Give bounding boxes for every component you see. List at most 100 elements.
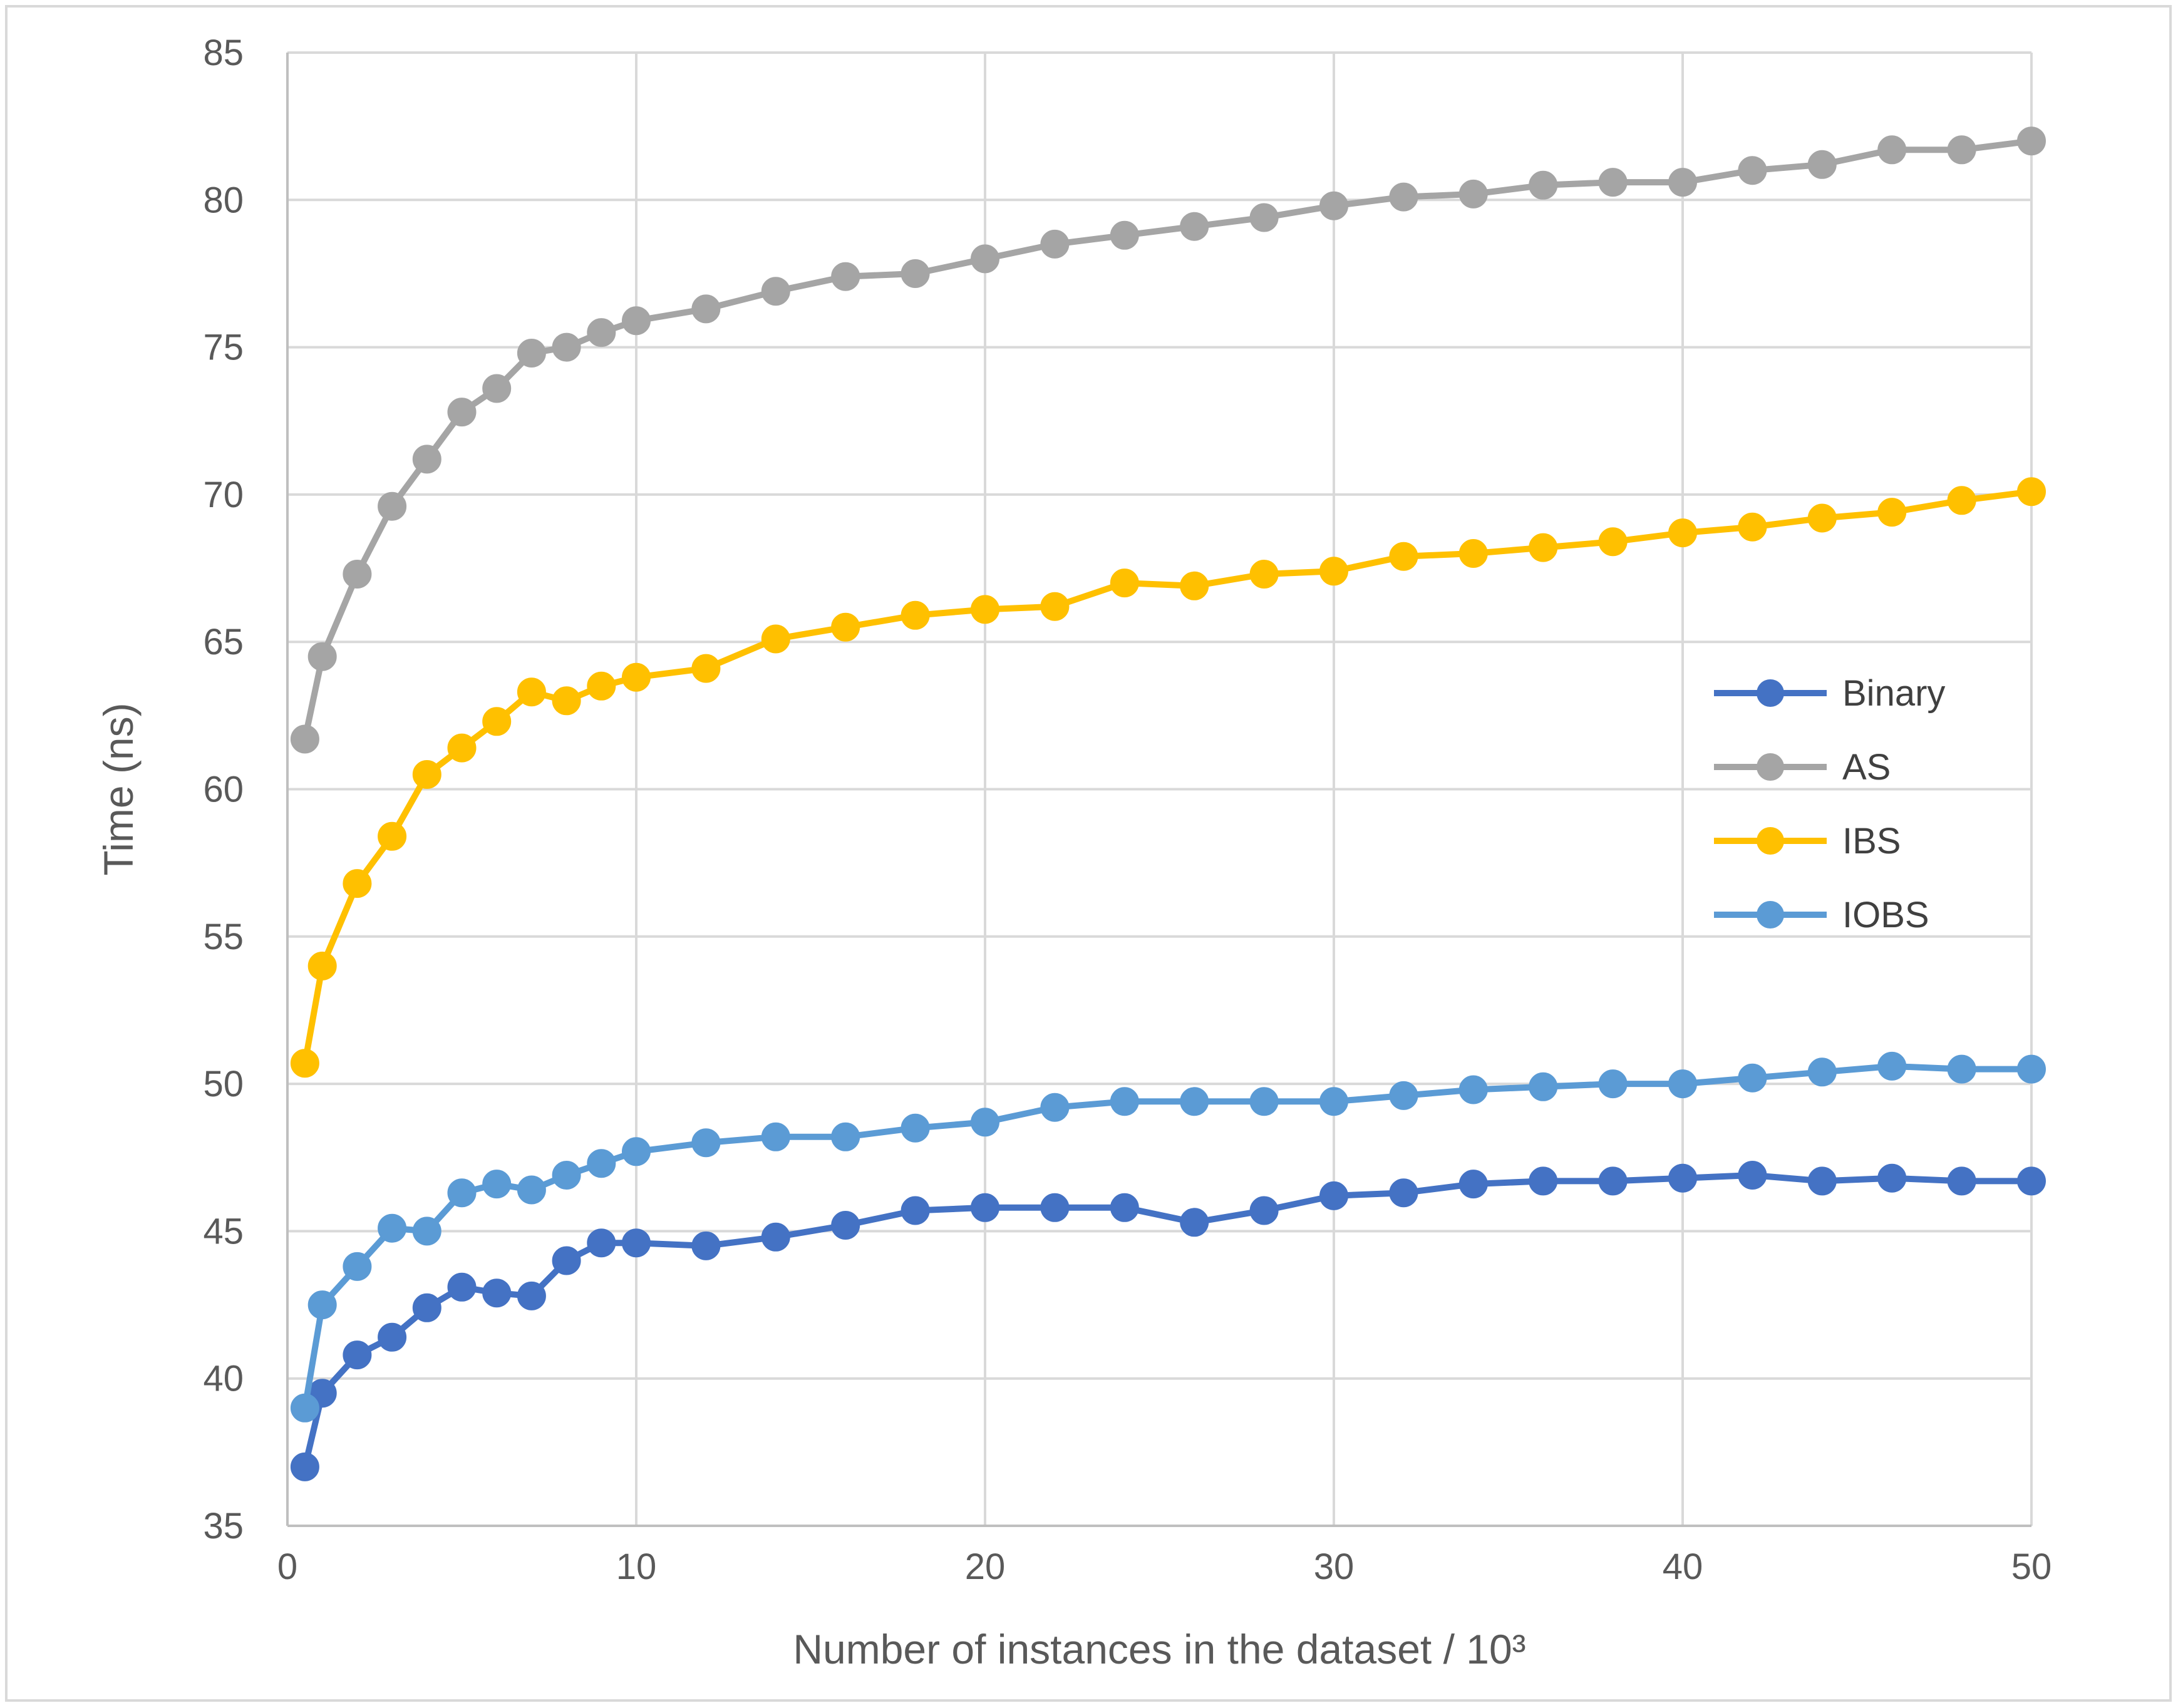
data-point-as-23 xyxy=(1529,170,1558,200)
data-point-ibs-8 xyxy=(552,686,581,716)
data-point-as-27 xyxy=(1807,150,1837,179)
data-point-ibs-13 xyxy=(831,612,860,642)
legend-label-as: AS xyxy=(1842,747,1891,788)
data-point-binary-8 xyxy=(552,1246,581,1275)
data-point-ibs-19 xyxy=(1249,560,1279,589)
data-point-ibs-5 xyxy=(447,733,477,763)
y-tick-label-40: 40 xyxy=(203,1359,244,1399)
data-point-iobs-10 xyxy=(622,1137,651,1166)
data-point-as-17 xyxy=(1110,220,1139,250)
data-point-iobs-20 xyxy=(1319,1087,1348,1116)
x-tick-label-40: 40 xyxy=(1663,1546,1703,1587)
data-point-binary-29 xyxy=(1947,1166,1976,1196)
data-point-ibs-11 xyxy=(691,654,721,683)
data-point-as-16 xyxy=(1040,229,1070,259)
data-point-ibs-17 xyxy=(1110,568,1139,598)
y-tick-label-55: 55 xyxy=(203,917,244,957)
data-point-binary-18 xyxy=(1180,1208,1209,1237)
data-point-binary-27 xyxy=(1807,1166,1837,1196)
legend-label-iobs: IOBS xyxy=(1842,895,1929,935)
data-point-iobs-17 xyxy=(1110,1087,1139,1116)
data-point-iobs-11 xyxy=(691,1128,721,1158)
data-point-iobs-12 xyxy=(761,1122,790,1151)
data-point-as-20 xyxy=(1319,191,1348,220)
data-point-ibs-2 xyxy=(343,869,372,898)
axes xyxy=(286,53,2031,1527)
data-point-as-1 xyxy=(307,642,337,671)
x-tick-label-20: 20 xyxy=(965,1546,1006,1587)
data-point-as-29 xyxy=(1947,135,1976,165)
data-point-ibs-14 xyxy=(901,600,930,630)
y-tick-label-35: 35 xyxy=(203,1506,244,1546)
data-point-binary-22 xyxy=(1458,1170,1488,1199)
x-tick-label-0: 0 xyxy=(277,1546,297,1587)
data-point-as-10 xyxy=(622,306,651,336)
data-point-iobs-13 xyxy=(831,1122,860,1151)
data-point-iobs-30 xyxy=(2017,1054,2046,1084)
data-point-ibs-7 xyxy=(517,677,546,707)
data-point-binary-19 xyxy=(1249,1196,1279,1225)
series-line-iobs xyxy=(301,1062,2035,1411)
data-point-binary-15 xyxy=(971,1193,999,1222)
series-line-as xyxy=(301,138,2035,743)
y-tick-label-45: 45 xyxy=(203,1211,244,1252)
data-point-as-28 xyxy=(1877,135,1907,165)
data-point-ibs-3 xyxy=(378,821,407,851)
data-point-iobs-25 xyxy=(1668,1069,1697,1099)
data-point-as-3 xyxy=(378,491,407,521)
x-tick-labels: 0 10 20 30 40 50 xyxy=(277,1546,2052,1587)
data-point-iobs-28 xyxy=(1877,1051,1907,1081)
legend: Binary AS IBS IOBS xyxy=(1714,673,1945,935)
data-point-binary-0 xyxy=(290,1452,319,1481)
data-point-iobs-1 xyxy=(307,1290,337,1320)
data-point-as-7 xyxy=(517,339,546,368)
data-point-as-24 xyxy=(1598,168,1628,197)
data-point-as-25 xyxy=(1668,168,1697,197)
data-point-ibs-20 xyxy=(1319,557,1348,586)
data-point-ibs-9 xyxy=(587,671,616,701)
series-iobs xyxy=(290,1051,2046,1422)
data-point-iobs-24 xyxy=(1598,1069,1628,1099)
data-point-ibs-27 xyxy=(1807,503,1837,533)
y-axis-title: Time (ns) xyxy=(95,702,142,875)
data-point-iobs-3 xyxy=(378,1213,407,1243)
series xyxy=(290,126,2046,1481)
data-point-ibs-16 xyxy=(1040,592,1070,621)
data-point-iobs-4 xyxy=(412,1217,441,1246)
legend-label-binary: Binary xyxy=(1842,673,1945,714)
data-point-binary-6 xyxy=(482,1278,512,1308)
data-point-iobs-8 xyxy=(552,1161,581,1190)
data-point-as-13 xyxy=(831,262,860,291)
data-point-ibs-15 xyxy=(971,595,999,624)
data-point-iobs-29 xyxy=(1947,1054,1976,1084)
data-point-iobs-16 xyxy=(1040,1093,1070,1122)
series-binary xyxy=(290,1161,2046,1481)
data-point-ibs-0 xyxy=(290,1049,319,1078)
data-point-binary-30 xyxy=(2017,1166,2046,1196)
data-point-binary-28 xyxy=(1877,1163,1907,1193)
data-point-ibs-10 xyxy=(622,662,651,692)
series-ibs xyxy=(290,477,2046,1078)
data-point-iobs-23 xyxy=(1529,1072,1558,1101)
data-point-ibs-29 xyxy=(1947,486,1976,515)
data-point-as-9 xyxy=(587,318,616,347)
legend-item-as: AS xyxy=(1714,747,1891,788)
grid xyxy=(286,51,2033,1527)
data-point-as-21 xyxy=(1389,182,1418,212)
data-point-iobs-22 xyxy=(1458,1075,1488,1104)
chart-frame: 35 40 45 50 55 60 65 70 75 80 85 0 10 20 30 40 50 Time … xyxy=(5,5,2172,1702)
legend-label-ibs: IBS xyxy=(1842,821,1901,862)
data-point-binary-20 xyxy=(1319,1181,1348,1210)
data-point-ibs-21 xyxy=(1389,542,1418,571)
data-point-binary-2 xyxy=(343,1340,372,1370)
data-point-iobs-18 xyxy=(1180,1087,1209,1116)
y-tick-label-85: 85 xyxy=(203,33,244,73)
data-point-binary-11 xyxy=(691,1231,721,1260)
data-point-ibs-25 xyxy=(1668,518,1697,548)
legend-item-binary: Binary xyxy=(1714,673,1945,714)
data-point-ibs-23 xyxy=(1529,533,1558,562)
data-point-as-30 xyxy=(2017,126,2046,156)
data-point-binary-13 xyxy=(831,1211,860,1240)
data-point-as-22 xyxy=(1458,179,1488,208)
data-point-binary-10 xyxy=(622,1228,651,1258)
